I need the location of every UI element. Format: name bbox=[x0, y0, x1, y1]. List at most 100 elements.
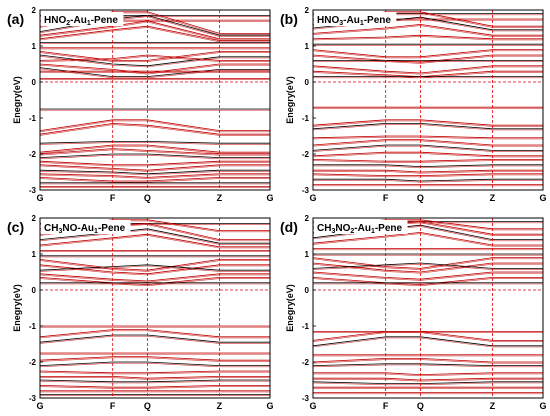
title-text: -Pene bbox=[375, 223, 403, 234]
title-background bbox=[314, 220, 408, 234]
y-tick-label: -1 bbox=[29, 322, 37, 331]
band-line bbox=[40, 385, 270, 388]
panel-title: CH3NO-Au1-Pene bbox=[44, 223, 126, 235]
kpoint-label: G bbox=[539, 193, 546, 203]
panel-title: HNO2-Au1-Pene bbox=[44, 15, 118, 27]
kpoint-label: G bbox=[266, 193, 273, 203]
plot-area bbox=[313, 218, 543, 398]
kpoint-label: G bbox=[36, 193, 43, 203]
band-line bbox=[313, 231, 543, 246]
band-line-secondary bbox=[40, 335, 270, 344]
band-line bbox=[40, 379, 270, 383]
title-subscript: 3 bbox=[331, 228, 335, 235]
title-subscript: 3 bbox=[339, 20, 343, 27]
panel-title-group: CH3NO2-Au1-Pene bbox=[314, 220, 408, 235]
band-line bbox=[313, 144, 543, 151]
kpoint-label: Z bbox=[490, 401, 496, 411]
kpoint-label: F bbox=[383, 401, 389, 411]
title-background bbox=[41, 12, 124, 26]
title-subscript: 2 bbox=[66, 20, 70, 27]
title-text: -Pene bbox=[91, 15, 119, 26]
y-tick-label: 2 bbox=[305, 6, 310, 15]
band-line bbox=[40, 119, 270, 131]
title-text: HNO bbox=[317, 15, 339, 26]
band-line-secondary bbox=[40, 260, 270, 272]
panel-letter: (b) bbox=[280, 11, 298, 27]
y-tick-label: 1 bbox=[32, 42, 37, 51]
title-text: -Pene bbox=[364, 15, 392, 26]
y-tick-label: -2 bbox=[302, 150, 310, 159]
band-line bbox=[40, 122, 270, 135]
title-subscript: 1 bbox=[371, 228, 375, 235]
band-line-secondary bbox=[40, 274, 270, 283]
y-tick-label: 1 bbox=[32, 250, 37, 259]
band-line-secondary bbox=[313, 379, 543, 382]
band-line-secondary bbox=[313, 55, 543, 64]
kpoint-label: Z bbox=[217, 401, 223, 411]
band-line bbox=[313, 331, 543, 341]
band-line-secondary bbox=[313, 50, 543, 59]
y-tick-label: -3 bbox=[302, 394, 310, 403]
title-text: -Pene bbox=[98, 223, 126, 234]
y-tick-label: -1 bbox=[302, 322, 310, 331]
kpoint-label: G bbox=[539, 401, 546, 411]
band-line bbox=[313, 123, 543, 130]
title-subscript: 1 bbox=[94, 228, 98, 235]
plot-frame bbox=[39, 217, 271, 399]
kpoint-label: Q bbox=[144, 193, 151, 203]
panel-letter: (d) bbox=[280, 219, 298, 235]
y-axis-label: Enegry(eV) bbox=[12, 284, 22, 332]
band-line-secondary bbox=[313, 153, 543, 158]
title-text: HNO bbox=[44, 15, 66, 26]
y-tick-label: 1 bbox=[305, 250, 310, 259]
title-subscript: 2 bbox=[350, 228, 354, 235]
band-line-secondary bbox=[313, 332, 543, 342]
title-text: -Au bbox=[70, 15, 87, 26]
band-line bbox=[40, 356, 270, 361]
kpoint-label: G bbox=[36, 401, 43, 411]
band-line bbox=[313, 336, 543, 347]
title-text: -Au bbox=[343, 15, 360, 26]
y-tick-label: 1 bbox=[305, 42, 310, 51]
title-background bbox=[41, 220, 131, 234]
y-tick-label: -1 bbox=[29, 114, 37, 123]
panel-title-group: CH3NO-Au1-Pene bbox=[41, 220, 131, 235]
kpoint-label: Z bbox=[217, 193, 223, 203]
band-line-secondary bbox=[313, 66, 543, 75]
kpoint-label: F bbox=[383, 193, 389, 203]
band-line-secondary bbox=[40, 64, 270, 75]
panel-title: CH3NO2-Au1-Pene bbox=[317, 223, 403, 235]
y-tick-label: 2 bbox=[32, 214, 37, 223]
panel-letter: (c) bbox=[7, 219, 24, 235]
title-text: CH bbox=[44, 223, 58, 234]
band-line bbox=[40, 153, 270, 158]
band-line-secondary bbox=[313, 171, 543, 174]
kpoint-label: Q bbox=[417, 401, 424, 411]
panel-title-group: HNO2-Au1-Pene bbox=[41, 12, 124, 27]
band-line bbox=[40, 169, 270, 175]
title-background bbox=[314, 12, 397, 26]
title-subscript: 1 bbox=[360, 20, 364, 27]
kpoint-label: F bbox=[110, 401, 116, 411]
title-text: -Au bbox=[354, 223, 371, 234]
plot-area bbox=[40, 218, 270, 398]
title-text: CH bbox=[317, 223, 331, 234]
band-line-secondary bbox=[40, 174, 270, 179]
band-line bbox=[313, 139, 543, 146]
band-line bbox=[40, 334, 270, 343]
band-line bbox=[40, 361, 270, 366]
plot-frame bbox=[312, 9, 544, 191]
y-tick-label: -2 bbox=[302, 358, 310, 367]
y-axis-label: Enegry(eV) bbox=[285, 76, 295, 124]
panel-title: HNO3-Au1-Pene bbox=[317, 15, 391, 27]
band-line-secondary bbox=[40, 357, 270, 362]
band-line bbox=[313, 23, 543, 36]
band-line bbox=[313, 159, 543, 162]
title-text: NO bbox=[335, 223, 350, 234]
plot-area bbox=[40, 10, 270, 190]
y-tick-label: -3 bbox=[302, 186, 310, 195]
